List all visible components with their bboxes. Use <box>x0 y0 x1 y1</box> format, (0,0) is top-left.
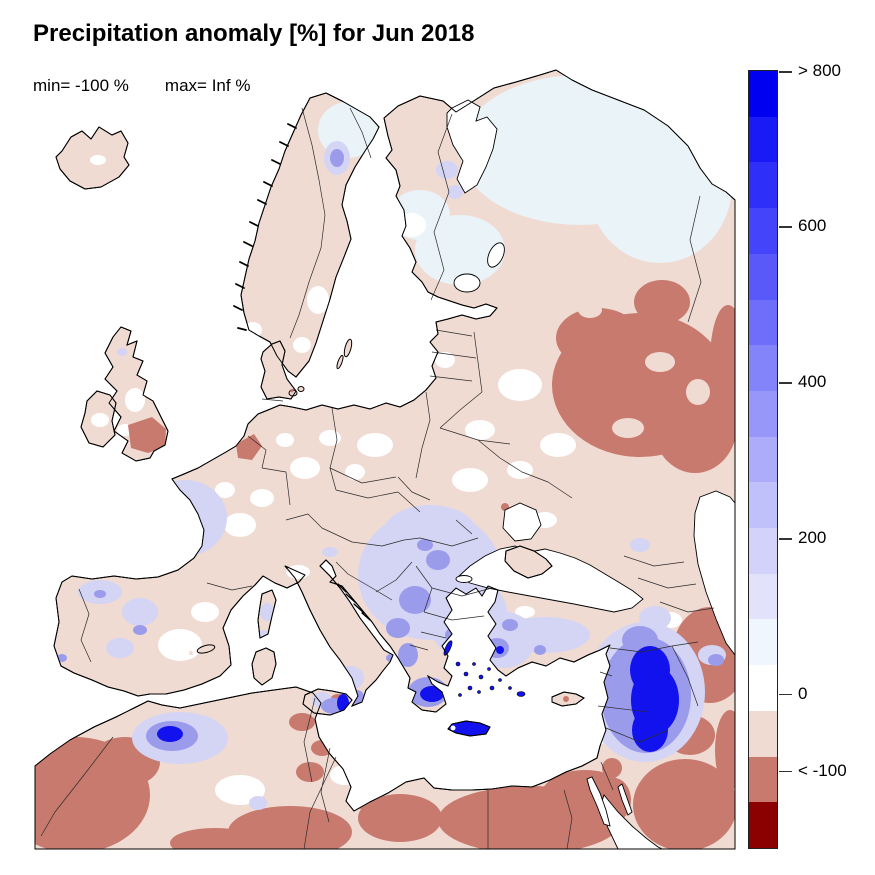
figure-title: Precipitation anomaly [%] for Jun 2018 <box>33 20 475 47</box>
colorbar-segment <box>749 71 777 117</box>
colorbar-tick-mark <box>779 226 792 228</box>
colorbar-segment <box>749 802 777 848</box>
colorbar-segment <box>749 756 777 803</box>
gulf-of-aqaba <box>617 783 633 816</box>
gotland <box>343 338 353 358</box>
colorbar-segment <box>749 436 777 483</box>
cyprus-dry-spot <box>563 696 569 702</box>
lake-onega <box>487 242 505 268</box>
colorbar-tick-mark <box>779 538 792 540</box>
aegean-islands <box>443 640 526 697</box>
gulf-of-suez <box>586 776 611 827</box>
colorbar-segment <box>749 208 777 254</box>
min-max-stats: min= -100 % max= Inf % <box>33 76 250 96</box>
colorbar-tick-label: 400 <box>798 372 827 392</box>
colorbar-segment <box>749 390 777 437</box>
colorbar-tick-mark <box>779 382 792 384</box>
white-sea <box>446 99 498 194</box>
colorbar-tick-mark <box>779 71 792 73</box>
oland <box>336 354 344 370</box>
colorbar-segment <box>749 619 777 666</box>
caspian-sea <box>693 490 736 657</box>
colorbar-segment <box>749 162 777 209</box>
colorbar-segment <box>749 482 777 529</box>
colorbar-tick-label: 600 <box>798 216 827 236</box>
colorbar-tick-mark <box>779 770 792 773</box>
balearic-islands <box>196 644 216 654</box>
fjord-coast-texture <box>233 123 371 621</box>
lake-ladoga <box>453 273 481 293</box>
colorbar-segment <box>749 710 777 757</box>
colorbar-tick-label: 200 <box>798 528 827 548</box>
max-stat: max= Inf % <box>164 76 251 95</box>
colorbar-tick-mark <box>779 693 792 696</box>
colorbar-tick-label: > 800 <box>798 61 842 81</box>
dry-anomaly-holes <box>578 302 710 438</box>
colorbar-tick-label: < -100 <box>798 761 847 781</box>
colorbar-segment <box>749 665 777 711</box>
colorbar-segment <box>749 528 777 574</box>
wet-anomaly-strong-blobs <box>56 646 679 752</box>
country-borders <box>40 107 715 850</box>
colorbar-segment <box>749 345 777 391</box>
colorbar-segment <box>749 299 777 346</box>
sea-of-marmara <box>455 575 473 583</box>
inland-seas <box>446 99 736 850</box>
colorbar-segment <box>749 573 777 620</box>
black-sea <box>457 545 644 613</box>
islands <box>189 338 569 737</box>
colorbar-tick-label: 0 <box>798 683 808 703</box>
sea-of-azov <box>502 502 542 542</box>
colorbar-segment <box>749 116 777 163</box>
colorbar <box>748 70 778 849</box>
min-stat: min= -100 % <box>33 76 129 95</box>
colorbar-segment <box>749 253 777 300</box>
